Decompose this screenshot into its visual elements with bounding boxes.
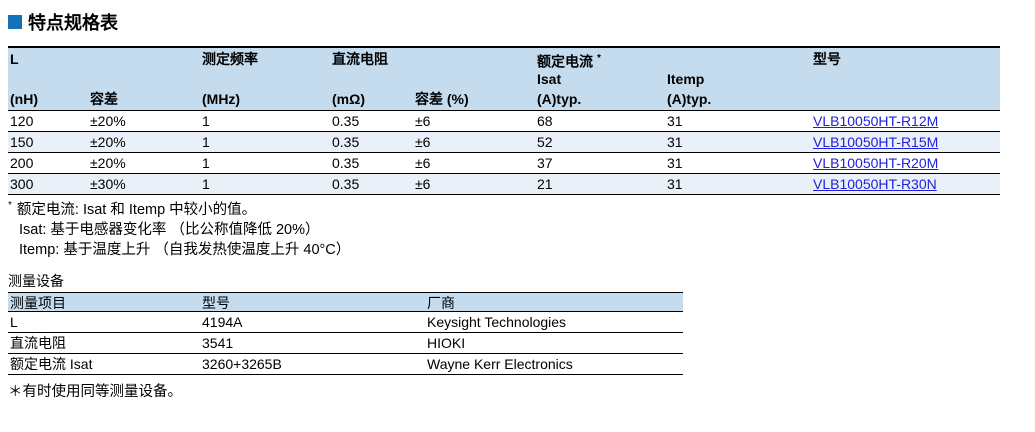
part-number-link[interactable]: VLB10050HT-R15M [813, 134, 939, 150]
spec-cell-tolerance: ±20% [90, 113, 126, 129]
spec-cell-itemp: 31 [667, 155, 683, 171]
equipment-table-row: L 4194A Keysight Technologies [8, 312, 683, 333]
spec-cell-tolerance: ±20% [90, 134, 126, 150]
equip-cell-item: 直流电阻 [10, 335, 66, 351]
spec-cell-rdc_tol: ±6 [415, 134, 431, 150]
section-title: 特点规格表 [28, 13, 118, 33]
col-unit-itemp: (A)typ. [667, 91, 712, 107]
equipment-table-header: 测量项目 型号 厂商 [8, 292, 683, 312]
col-header-isat: Isat [537, 71, 562, 87]
spec-header-row-1: L 测定频率 直流电阻 额定电流 * 型号 [8, 49, 1000, 70]
section-marker-square-icon [8, 15, 22, 29]
spec-cell-itemp: 31 [667, 134, 683, 150]
spec-cell-rdc_tol: ±6 [415, 155, 431, 171]
spec-cell-rdc_tol: ±6 [415, 113, 431, 129]
col-header-dc-tolerance: 容差 (%) [415, 91, 469, 107]
spec-cell-tolerance: ±30% [90, 176, 126, 192]
spec-cell-rdc: 0.35 [332, 134, 360, 150]
spec-cell-part-number: VLB10050HT-R30N [805, 176, 1000, 192]
part-number-link[interactable]: VLB10050HT-R12M [813, 113, 939, 129]
equip-cell-manufacturer: Wayne Kerr Electronics [427, 356, 573, 372]
spec-cell-isat: 21 [537, 176, 553, 192]
footnote-rated-current: * 额定电流: Isat 和 Itemp 中较小的值。 [8, 200, 257, 218]
spec-table: L 测定频率 直流电阻 额定电流 * 型号 Isat Itemp (nH) 容差 … [8, 46, 1000, 195]
spec-cell-rdc: 0.35 [332, 155, 360, 171]
spec-cell-itemp: 31 [667, 113, 683, 129]
col-header-itemp: Itemp [667, 71, 705, 87]
spec-table-row: 150 ±20% 1 0.35 ±6 52 31 VLB10050HT-R15M [8, 132, 1000, 153]
spec-cell-itemp: 31 [667, 176, 683, 192]
spec-header-row-3: (nH) 容差 (MHz) (mΩ) 容差 (%) (A)typ. (A)typ… [8, 89, 1000, 109]
footnote-itemp: Itemp: 基于温度上升 （自我发热使温度上升 40°C） [19, 241, 351, 258]
spec-cell-tolerance: ±20% [90, 155, 126, 171]
equip-cell-item: 额定电流 Isat [10, 356, 93, 372]
equip-col-header-model: 型号 [202, 295, 230, 311]
equip-cell-item: L [10, 314, 18, 330]
spec-table-row: 120 ±20% 1 0.35 ±6 68 31 VLB10050HT-R12M [8, 111, 1000, 132]
equipment-title: 测量设备 [8, 273, 64, 289]
spec-cell-l: 200 [10, 155, 34, 171]
spec-cell-rdc_tol: ±6 [415, 176, 431, 192]
equip-cell-model: 3541 [202, 335, 234, 351]
spec-cell-part-number: VLB10050HT-R15M [805, 134, 1000, 150]
equip-cell-manufacturer: Keysight Technologies [427, 314, 567, 330]
spec-table-row: 300 ±30% 1 0.35 ±6 21 31 VLB10050HT-R30N [8, 174, 1000, 195]
footnote-asterisk: * [8, 200, 12, 211]
equip-col-header-manufacturer: 厂商 [427, 295, 455, 311]
equipment-table-body: L 4194A Keysight Technologies 直流电阻 3541 HIOKI… [8, 312, 683, 375]
spec-cell-rdc: 0.35 [332, 176, 360, 192]
spec-table-body: 120 ±20% 1 0.35 ±6 68 31 VLB10050HT-R12M 150 ±20%… [8, 111, 1000, 195]
equipment-table-row: 额定电流 Isat 3260+3265B Wayne Kerr Electronic… [8, 354, 683, 375]
spec-header-row-2: Isat Itemp [8, 69, 1000, 89]
equip-cell-model: 3260+3265B [202, 356, 282, 372]
spec-cell-isat: 68 [537, 113, 553, 129]
spec-cell-freq: 1 [202, 155, 210, 171]
spec-cell-part-number: VLB10050HT-R20M [805, 155, 1000, 171]
col-header-inductance: L [10, 51, 19, 67]
footnote-isat: Isat: 基于电感器变化率 （比公称值降低 20%） [19, 221, 320, 238]
footnote-mark: * [597, 53, 601, 64]
col-header-dc-resistance: 直流电阻 [332, 51, 388, 67]
spec-cell-freq: 1 [202, 134, 210, 150]
spec-cell-rdc: 0.35 [332, 113, 360, 129]
spec-cell-l: 150 [10, 134, 34, 150]
equip-cell-manufacturer: HIOKI [427, 335, 466, 351]
section-heading: 特点规格表 [8, 9, 118, 35]
equip-cell-model: 4194A [202, 314, 243, 330]
equipment-table-row: 直流电阻 3541 HIOKI [8, 333, 683, 354]
col-header-part-number: 型号 [813, 51, 841, 67]
equipment-table: 测量项目 型号 厂商 L 4194A Keysight Technologies 直流… [8, 292, 683, 375]
col-unit-inductance: (nH) [10, 91, 38, 107]
col-unit-isat: (A)typ. [537, 91, 582, 107]
equipment-note: ＊有时使用同等测量设备。 [8, 384, 182, 400]
spec-cell-freq: 1 [202, 176, 210, 192]
col-unit-test-frequency: (MHz) [202, 91, 241, 107]
spec-cell-l: 120 [10, 113, 34, 129]
spec-cell-part-number: VLB10050HT-R12M [805, 113, 1000, 129]
spec-cell-isat: 52 [537, 134, 553, 150]
spec-cell-isat: 37 [537, 155, 553, 171]
spec-table-header: L 测定频率 直流电阻 额定电流 * 型号 Isat Itemp (nH) 容差 … [8, 46, 1000, 111]
col-header-test-frequency: 测定频率 [202, 51, 258, 67]
spec-cell-freq: 1 [202, 113, 210, 129]
part-number-link[interactable]: VLB10050HT-R30N [813, 176, 937, 192]
col-unit-dc-resistance: (mΩ) [332, 91, 365, 107]
part-number-link[interactable]: VLB10050HT-R20M [813, 155, 939, 171]
spec-table-row: 200 ±20% 1 0.35 ±6 37 31 VLB10050HT-R20M [8, 153, 1000, 174]
equip-col-header-item: 测量项目 [10, 295, 66, 311]
col-header-rated-current: 额定电流 * [537, 53, 601, 70]
col-header-tolerance: 容差 [90, 91, 118, 107]
footnotes: * 额定电流: Isat 和 Itemp 中较小的值。 Isat: 基于电感器变化… [8, 196, 350, 260]
spec-cell-l: 300 [10, 176, 34, 192]
